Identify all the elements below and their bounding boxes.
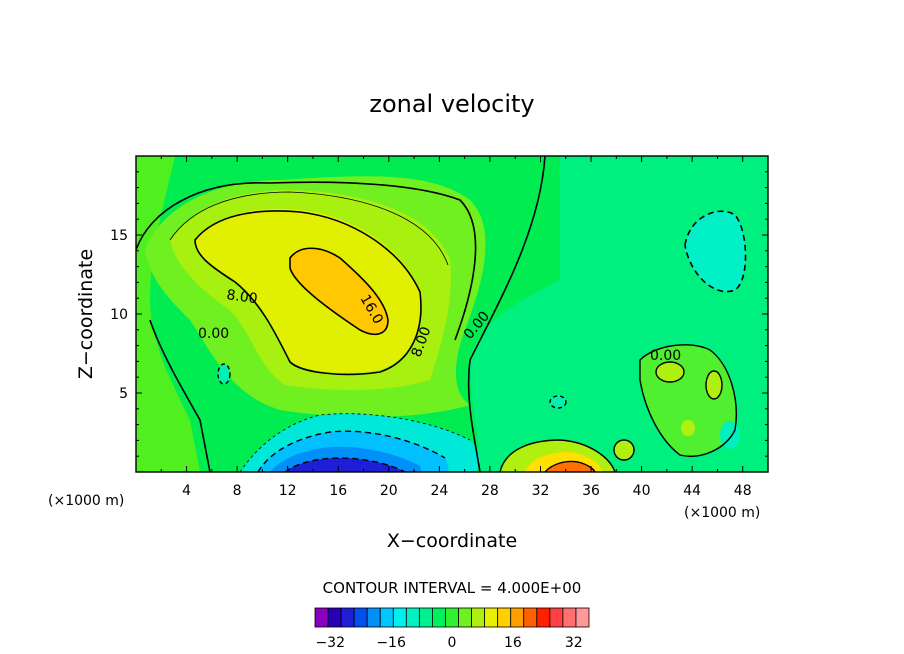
x-tick-label: 48 [734,483,752,499]
contour-neg-8 [257,430,446,472]
colorbar-swatch [340,607,355,628]
plot-field [136,156,768,472]
y-tick-label: 5 [119,386,128,402]
x-tick-label: 32 [532,483,550,499]
contour-cell-g [549,395,567,409]
x-tick-label: 20 [380,483,398,499]
colorbar-swatch [432,607,446,628]
contour-label: 0.00 [198,326,229,342]
contour-lines [136,156,747,472]
colorbar: −32 −16 0 16 32 [314,607,590,651]
colorbar-swatch [379,607,394,628]
colorbar-swatch [366,607,381,628]
contour-cell-a [655,361,685,383]
contour-jet-16 [289,247,389,336]
x-tick-label: 44 [683,483,701,499]
x-tick-label: 40 [633,483,651,499]
x-unit-right: (×1000 m) [684,505,760,521]
x-tick-label: 28 [481,483,499,499]
chart-title: zonal velocity [369,90,534,118]
y-axis-label: Z−coordinate [75,249,97,379]
y-axis-ticks: 5 10 15 [110,171,768,457]
x-tick-label: 8 [233,483,242,499]
x-tick-label: 12 [279,483,297,499]
colorbar-tick-label: 32 [565,635,583,651]
contour-interval-text: CONTOUR INTERVAL = 4.000E+00 [323,579,582,597]
x-axis-ticks: 4 8 12 16 20 24 28 32 36 40 44 48 [160,156,752,499]
contour-left-zero [149,319,211,472]
colorbar-tick-label: 0 [448,635,457,651]
y-tick-label: 10 [110,307,128,323]
region-jet-core [290,248,388,335]
colorbar-swatch [458,607,472,628]
cell-d [614,440,634,460]
colorbar-swatch [314,607,329,628]
colorbar-swatch [497,607,512,628]
y-tick-label: 15 [110,228,128,244]
cell-g [550,396,566,408]
colorbar-swatch [327,607,342,628]
colorbar-swatch [405,607,420,628]
x-tick-label: 36 [582,483,600,499]
contour-cell-f [217,363,231,385]
cell-c [681,420,695,436]
x-unit-left: (×1000 m) [48,493,124,509]
cell-b [706,371,722,399]
x-tick-label: 16 [329,483,347,499]
region-left-band [136,156,200,472]
colorbar-swatch [562,607,577,628]
contour-label: 8.00 [225,287,258,307]
contour-neg-16 [284,457,406,472]
contour-zero-right [467,156,546,472]
region-negative-top-right [685,211,746,292]
colorbar-swatch [484,607,499,628]
colorbar-swatch [445,607,459,628]
contour-jet-8 [194,210,422,376]
colorbar-swatch [536,607,551,628]
cell-a [656,362,684,382]
contour-cells [639,344,737,457]
colorbar-swatch [575,607,590,628]
colorbar-swatch [418,607,433,628]
contour-label: 0.00 [650,348,681,364]
x-tick-label: 24 [430,483,448,499]
x-axis-label: X−coordinate [387,530,517,552]
colorbar-swatch [523,607,538,628]
contour-jet-zero [136,181,477,341]
contour-cell-d [613,439,635,461]
colorbar-tick-label: 16 [504,635,522,651]
colorbar-swatch [353,607,368,628]
colorbar-swatch [549,607,564,628]
contour-cell-b [705,370,723,400]
contour-jet-4 [169,191,449,266]
colorbar-tick-label: −32 [315,635,345,651]
contour-neg-topright [684,210,747,293]
contour-br-16 [544,460,596,472]
region-negative-core [285,458,405,472]
colorbar-swatch [471,607,486,628]
colorbar-swatch [510,607,525,628]
x-tick-label: 4 [182,483,191,499]
colorbar-swatch [392,607,407,628]
contour-br-8 [499,439,616,472]
cell-f [218,364,230,384]
colorbar-tick-label: −16 [376,635,406,651]
